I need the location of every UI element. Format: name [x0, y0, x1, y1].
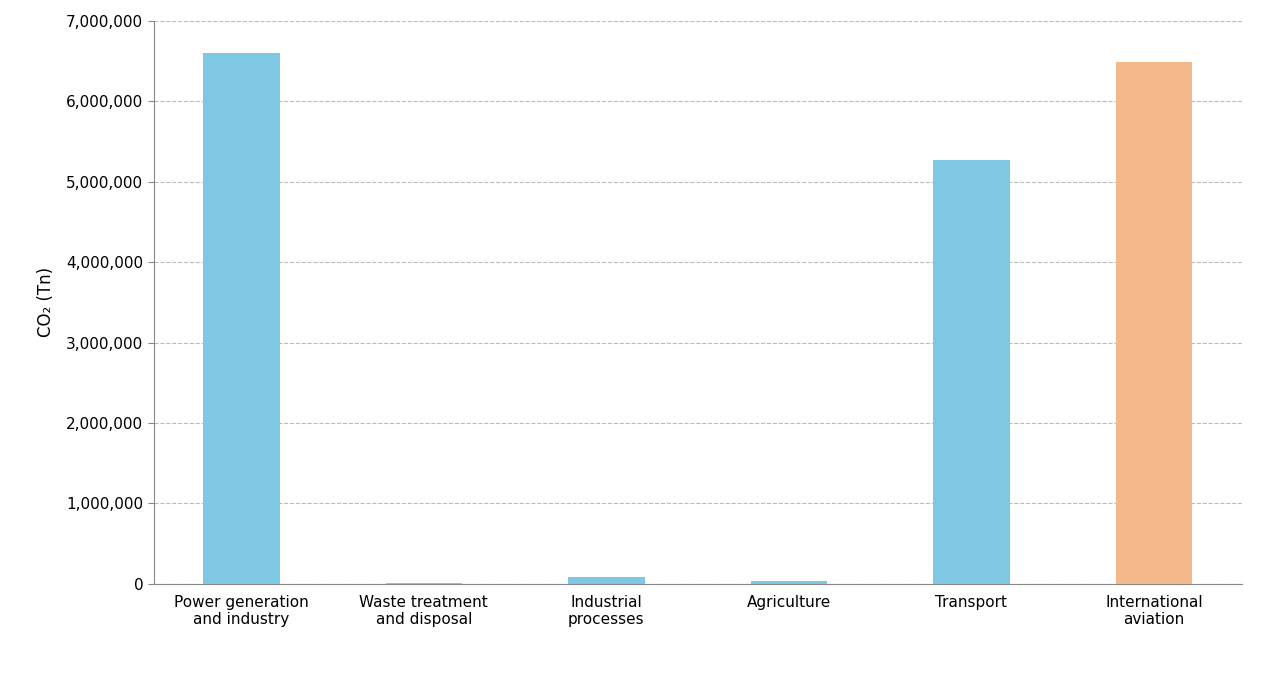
Bar	[1115, 63, 1192, 584]
Bar	[385, 583, 462, 584]
Bar	[750, 581, 827, 584]
Bar	[568, 576, 645, 584]
Y-axis label: CO₂ (Tn): CO₂ (Tn)	[37, 267, 55, 337]
Bar	[204, 53, 280, 584]
Bar	[933, 160, 1010, 584]
